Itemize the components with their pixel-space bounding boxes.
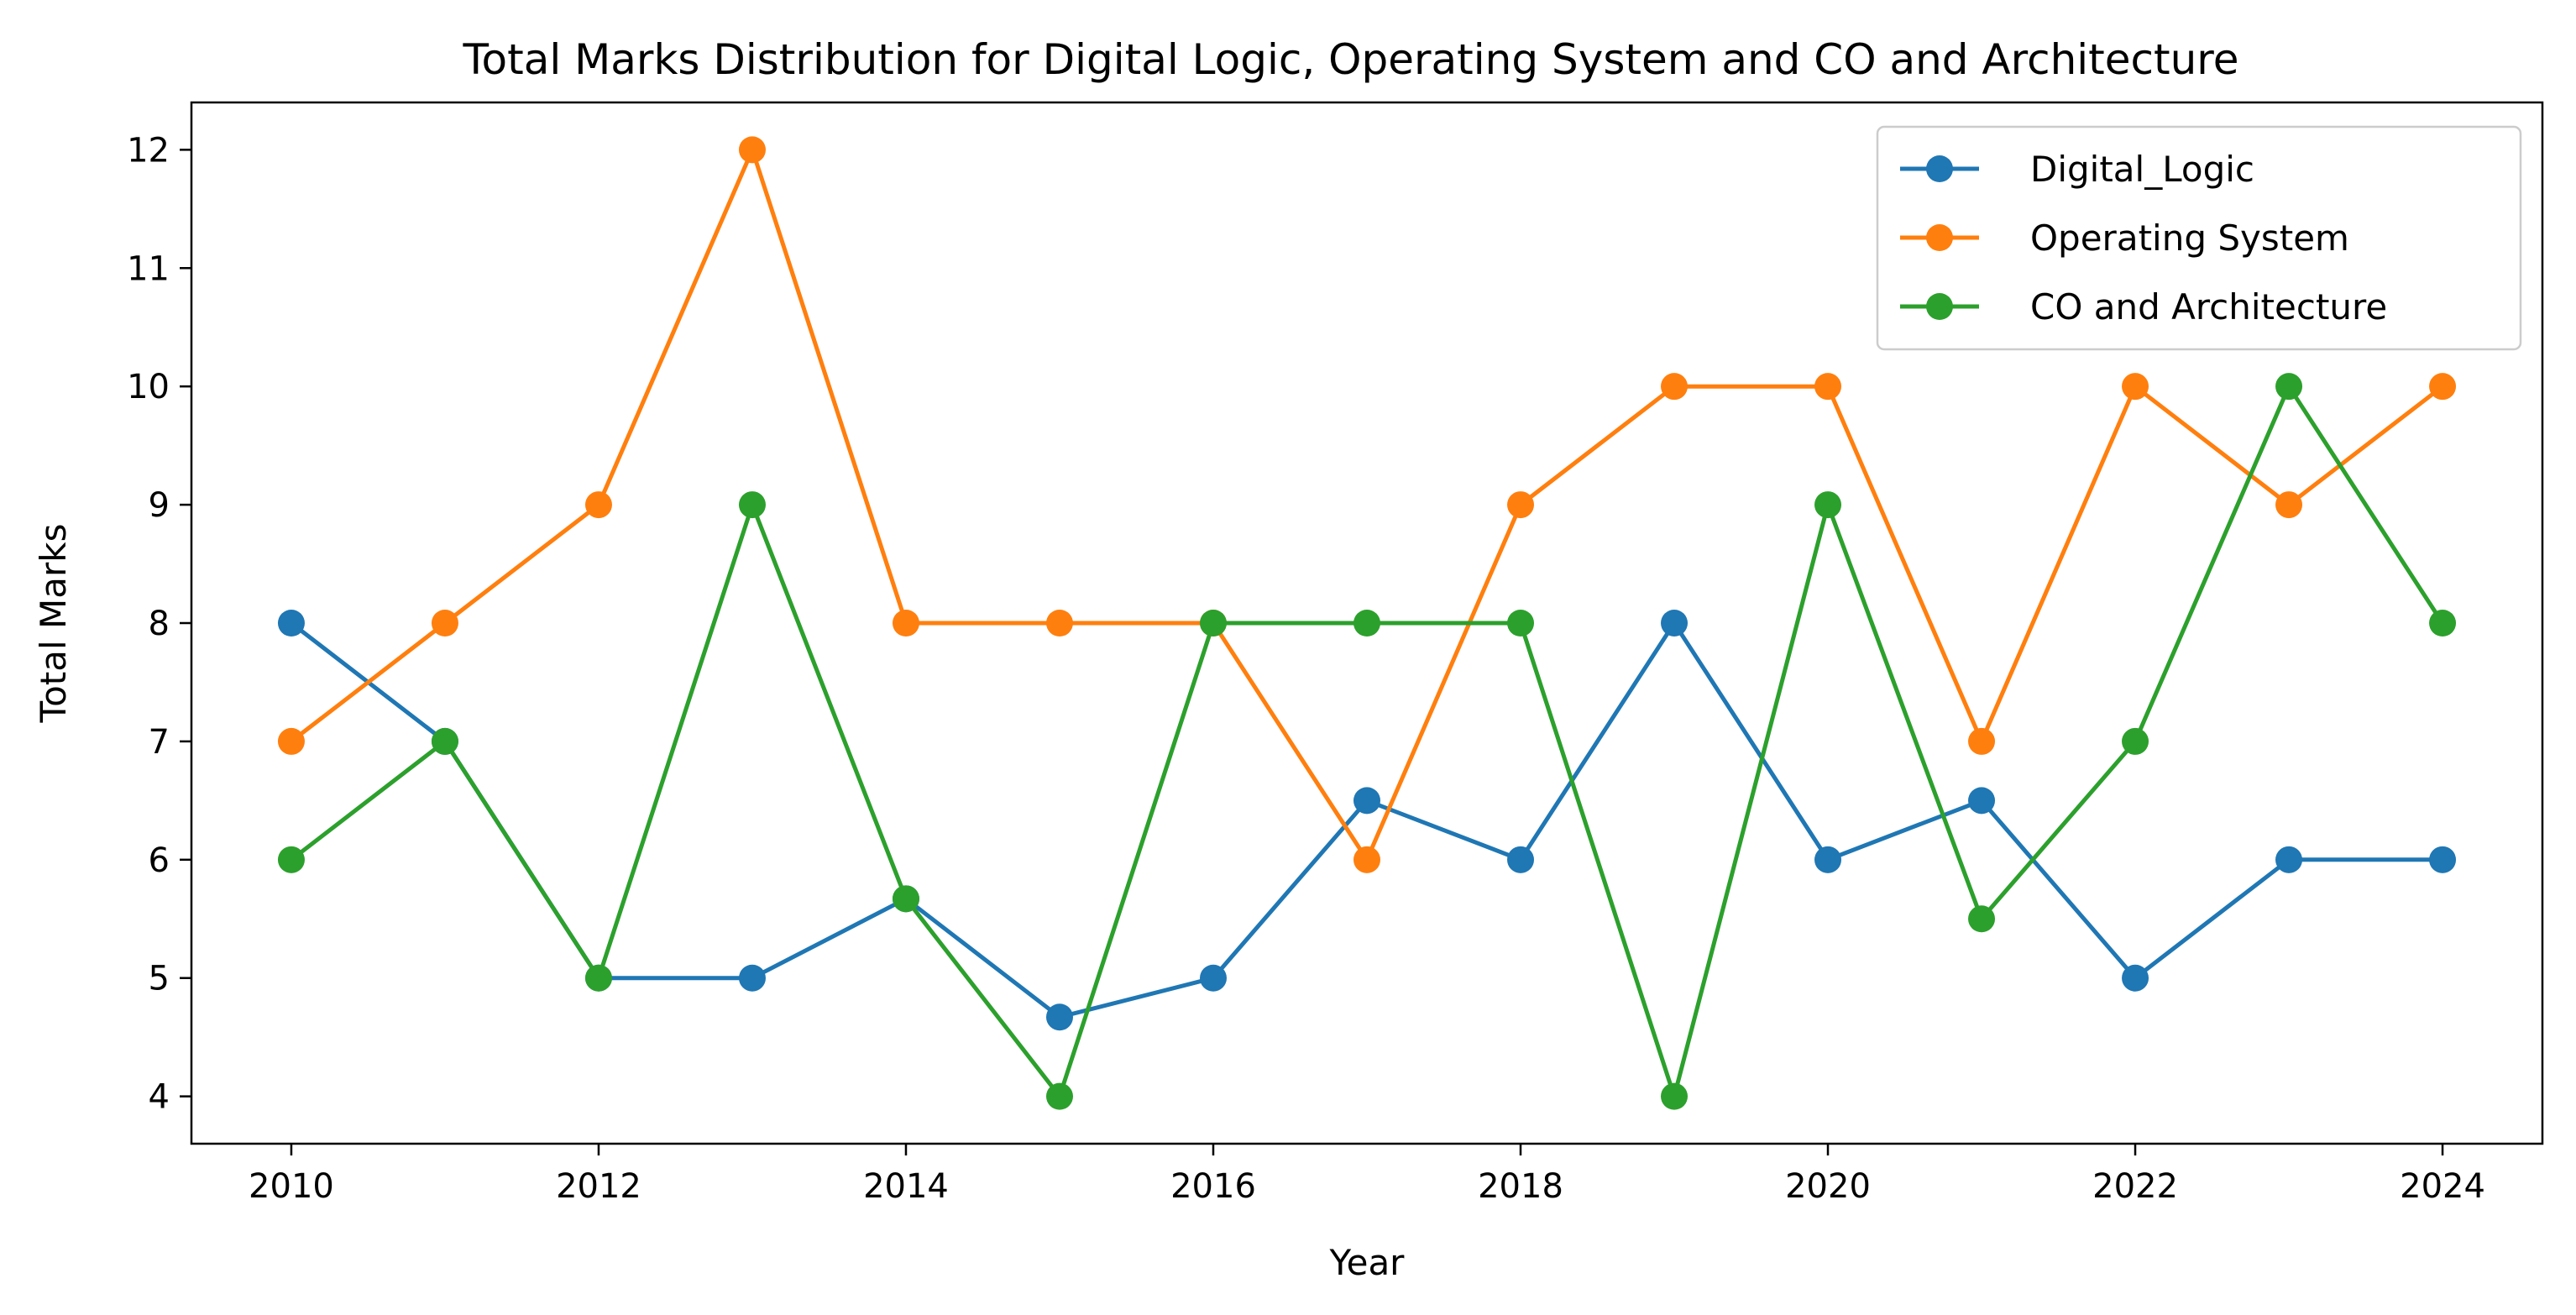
data-point-digital-logic (738, 964, 766, 992)
data-point-operating-system (431, 610, 458, 637)
y-tick-label: 12 (127, 131, 170, 170)
data-point-co-and-architecture (1045, 1082, 1073, 1110)
data-point-digital-logic (2122, 964, 2149, 992)
legend-marker-co-and-architecture (1926, 293, 1953, 320)
data-point-digital-logic (1507, 846, 1535, 873)
legend-item-co-and-architecture: CO and Architecture (1900, 286, 2387, 327)
data-point-operating-system (1507, 491, 1535, 519)
x-tick-label: 2022 (2092, 1167, 2178, 1206)
y-tick-label: 4 (149, 1078, 170, 1117)
data-point-co-and-architecture (1507, 610, 1535, 637)
data-point-digital-logic (1045, 1003, 1073, 1031)
plot-frame (190, 101, 2544, 1145)
data-point-operating-system (2429, 373, 2457, 401)
y-tick-label: 10 (127, 368, 170, 406)
data-point-co-and-architecture (431, 727, 458, 755)
data-point-co-and-architecture (1353, 610, 1380, 637)
data-point-operating-system (1814, 373, 1842, 401)
y-tick-label: 6 (149, 841, 170, 880)
legend-box (1876, 125, 2522, 351)
legend-label-digital-logic: Digital_Logic (2030, 149, 2254, 190)
x-tick-label: 2024 (2400, 1167, 2485, 1206)
x-tick-label: 2020 (1785, 1167, 1871, 1206)
y-tick-label: 8 (149, 605, 170, 643)
data-point-co-and-architecture (892, 885, 919, 913)
data-point-digital-logic (1353, 787, 1380, 815)
x-tick-label: 2018 (1478, 1167, 1563, 1206)
legend-marker-operating-system (1926, 224, 1953, 251)
data-point-digital-logic (1968, 787, 1996, 815)
data-point-operating-system (2122, 373, 2149, 401)
data-point-operating-system (2275, 491, 2303, 519)
data-point-digital-logic (1661, 610, 1689, 637)
legend: Digital_Logic Operating System CO and Arch… (1876, 125, 2522, 351)
legend-item-operating-system: Operating System (1900, 217, 2349, 259)
series-layer (277, 136, 2457, 1110)
data-point-digital-logic (1814, 846, 1842, 873)
data-point-co-and-architecture (2429, 610, 2457, 637)
data-point-co-and-architecture (277, 846, 305, 873)
x-axis-ticks: 2010 2012 2014 2016 2018 2020 2022 2024 (249, 1144, 2485, 1206)
x-tick-label: 2010 (249, 1167, 334, 1206)
data-point-operating-system (1353, 846, 1380, 873)
data-point-operating-system (1661, 373, 1689, 401)
data-point-co-and-architecture (2122, 727, 2149, 755)
y-tick-label: 5 (149, 960, 170, 998)
y-axis-ticks: 4 5 6 7 8 9 10 11 12 (127, 131, 191, 1117)
y-axis-label: Total Marks (33, 524, 74, 724)
x-axis-label: Year (1329, 1242, 1406, 1283)
y-tick-label: 11 (127, 249, 170, 288)
data-point-digital-logic (277, 610, 305, 637)
series-co-and-architecture (277, 373, 2457, 1110)
data-point-co-and-architecture (1814, 491, 1842, 519)
data-point-operating-system (584, 491, 612, 519)
legend-marker-digital-logic (1926, 155, 1953, 182)
legend-label-operating-system: Operating System (2030, 217, 2349, 259)
data-point-digital-logic (1199, 964, 1227, 992)
x-tick-label: 2014 (863, 1167, 949, 1206)
data-point-co-and-architecture (1661, 1082, 1689, 1110)
data-point-operating-system (1045, 610, 1073, 637)
y-tick-label: 9 (149, 486, 170, 525)
data-point-operating-system (277, 727, 305, 755)
y-tick-label: 7 (149, 723, 170, 762)
data-point-digital-logic (2275, 846, 2303, 873)
chart-title: Total Marks Distribution for Digital Log… (462, 35, 2238, 84)
data-point-digital-logic (2429, 846, 2457, 873)
data-point-operating-system (738, 136, 766, 164)
data-point-co-and-architecture (738, 491, 766, 519)
data-point-co-and-architecture (584, 964, 612, 992)
data-point-co-and-architecture (1968, 905, 1996, 933)
data-point-operating-system (892, 610, 919, 637)
x-tick-label: 2012 (556, 1167, 641, 1206)
data-point-co-and-architecture (1199, 610, 1227, 637)
legend-label-co-and-architecture: CO and Architecture (2030, 286, 2387, 327)
data-point-operating-system (1968, 727, 1996, 755)
legend-item-digital-logic: Digital_Logic (1900, 149, 2254, 190)
data-point-co-and-architecture (2275, 373, 2303, 401)
x-tick-label: 2016 (1170, 1167, 1256, 1206)
